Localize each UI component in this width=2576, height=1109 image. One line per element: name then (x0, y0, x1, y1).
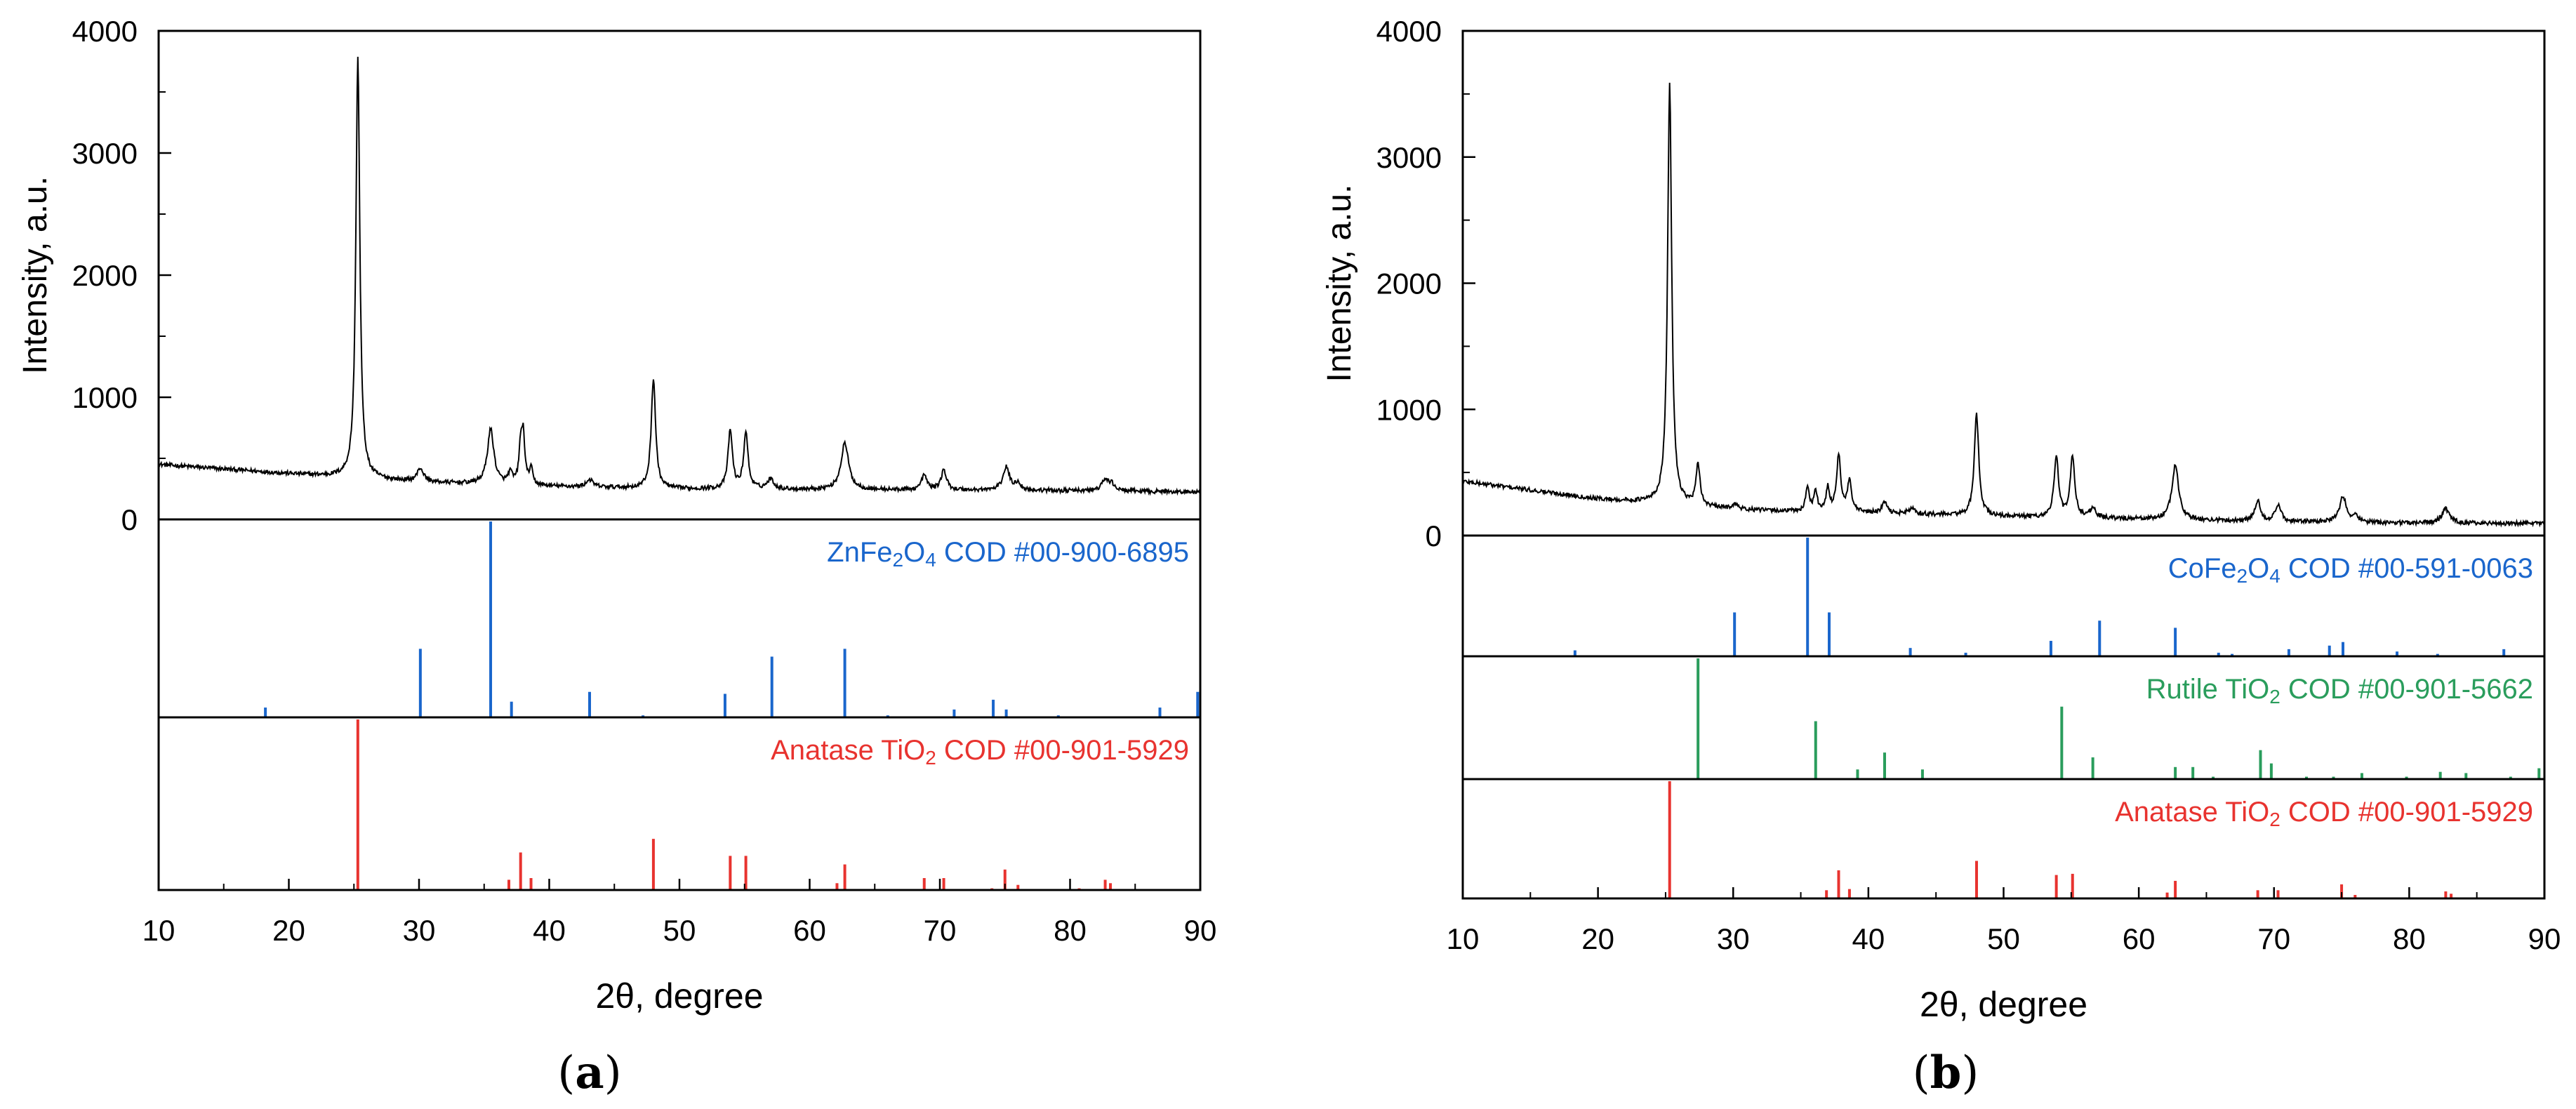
ref-label-subscript: 4 (2269, 565, 2280, 587)
y-tick-label-a-4000: 4000 (72, 15, 138, 48)
x-tick-label-a-10: 10 (142, 914, 175, 947)
ref-label-subscript: 2 (2269, 686, 2280, 708)
x-tick-label-b-40: 40 (1852, 922, 1885, 955)
ref-label-b-1: Rutile TiO2 COD #00-901-5662 (2146, 674, 2533, 708)
ref-label-text: O (903, 537, 925, 568)
x-tick-label-b-70: 70 (2257, 922, 2290, 955)
y-tick-label-b-4000: 4000 (1376, 15, 1442, 48)
x-tick-label-b-30: 30 (1717, 922, 1750, 955)
x-tick-label-b-10: 10 (1447, 922, 1480, 955)
ref-label-text: CoFe (2168, 553, 2237, 584)
x-tick-label-a-60: 60 (793, 914, 826, 947)
x-tick-label-a-30: 30 (403, 914, 436, 947)
ref-label-a-1: Anatase TiO2 COD #00-901-5929 (771, 735, 1189, 769)
panel-a: 0 1000 2000 3000 4000 Intensity, a.u. ZnFe2O4 … (17, 15, 1216, 1016)
ref-label-subscript: 2 (893, 549, 904, 571)
y-tick-label-b-1000: 1000 (1376, 393, 1442, 426)
xrd-curve-b (1462, 82, 2545, 528)
ref-label-text: Anatase TiO (771, 735, 925, 766)
y-tick-label-b-2000: 2000 (1376, 267, 1442, 300)
ref-label-subscript: 2 (2269, 809, 2280, 830)
ref-label-text: COD #00-901-5929 (936, 735, 1189, 766)
y-tick-label-a-3000: 3000 (72, 137, 138, 170)
caption-b: (b) (1913, 1047, 1979, 1099)
x-tick-label-a-50: 50 (663, 914, 696, 947)
x-tick-label-b-80: 80 (2393, 922, 2426, 955)
y-tick-label-a-2000: 2000 (72, 259, 138, 292)
x-tick-label-a-90: 90 (1184, 914, 1217, 947)
x-axis-label-a: 2θ, degree (595, 976, 763, 1016)
ref-label-b-0: CoFe2O4 COD #00-591-0063 (2168, 553, 2533, 587)
ref-label-text: COD #00-901-5929 (2280, 797, 2533, 828)
ref-label-text: Anatase TiO (2115, 797, 2269, 828)
ref-label-subscript: 4 (925, 549, 936, 571)
xrd-curve-a (158, 56, 1201, 496)
y-tick-label-b-3000: 3000 (1376, 141, 1442, 174)
y-tick-label-a-1000: 1000 (72, 381, 138, 414)
y-tick-label-b-0: 0 (1426, 519, 1442, 552)
plot-frame-b (1461, 29, 2546, 900)
ref-label-text: O (2248, 553, 2269, 584)
x-tick-label-a-40: 40 (533, 914, 566, 947)
panel-b: 0 1000 2000 3000 4000 Intensity, a.u. CoFe2O4 … (1321, 15, 2561, 1024)
y-axis-label-b: Intensity, a.u. (1321, 185, 1358, 383)
ref-label-text: COD #00-591-0063 (2280, 553, 2533, 584)
x-tick-label-b-90: 90 (2528, 922, 2561, 955)
x-tick-label-b-60: 60 (2123, 922, 2156, 955)
caption-a: (a) (557, 1047, 621, 1099)
ref-label-subscript: 2 (2237, 565, 2248, 587)
ref-label-subscript: 2 (925, 747, 936, 769)
y-tick-label-a-0: 0 (121, 503, 138, 536)
ref-label-text: COD #00-900-6895 (936, 537, 1189, 568)
ref-label-a-0: ZnFe2O4 COD #00-900-6895 (827, 537, 1189, 571)
ref-label-b-2: Anatase TiO2 COD #00-901-5929 (2115, 797, 2533, 830)
ref-label-text: COD #00-901-5662 (2280, 674, 2533, 705)
x-tick-label-a-20: 20 (272, 914, 305, 947)
x-axis-label-b: 2θ, degree (1920, 985, 2087, 1024)
ref-label-text: Rutile TiO (2146, 674, 2270, 705)
ref-label-text: ZnFe (827, 537, 892, 568)
y-axis-label-a: Intensity, a.u. (17, 176, 54, 374)
x-tick-label-a-70: 70 (924, 914, 957, 947)
x-tick-label-b-50: 50 (1987, 922, 2020, 955)
x-tick-label-b-20: 20 (1581, 922, 1614, 955)
x-tick-label-a-80: 80 (1054, 914, 1087, 947)
